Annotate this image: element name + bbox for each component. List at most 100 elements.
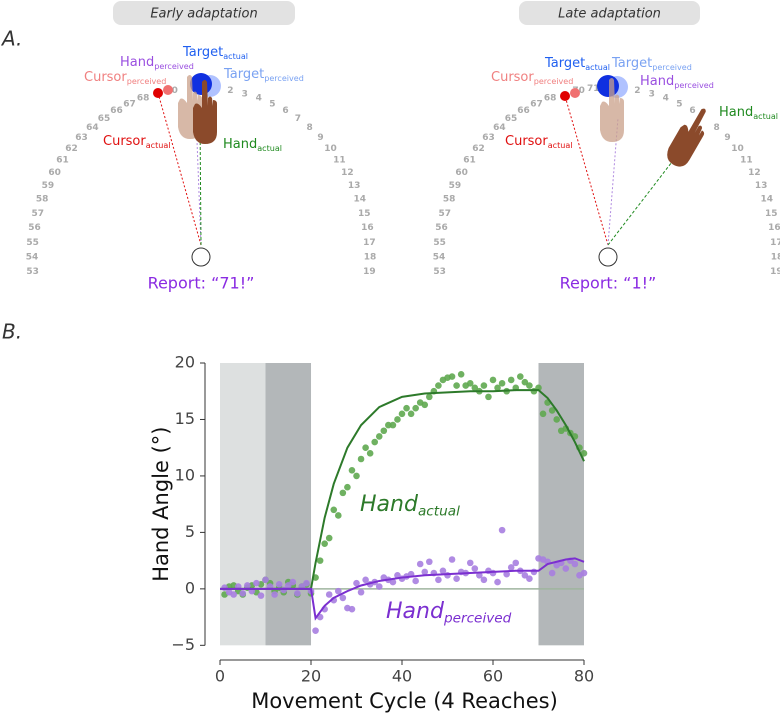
data-point	[389, 578, 397, 586]
data-point	[412, 404, 419, 412]
label-main: Hand	[386, 599, 445, 624]
label: Handactual	[223, 137, 282, 153]
data-point	[435, 382, 442, 389]
arc-number: 65	[505, 114, 518, 124]
arc-number: 5	[676, 99, 682, 109]
data-point	[407, 410, 415, 418]
arc-number: 2	[634, 86, 640, 96]
shaded-region	[265, 363, 312, 646]
data-point	[412, 577, 419, 585]
label-sub: actual	[585, 62, 610, 71]
arc-number: 71	[587, 84, 600, 94]
start-circle	[191, 247, 211, 267]
arc-number: 56	[435, 223, 448, 233]
arc-number: 60	[455, 168, 468, 178]
arc-number: 15	[765, 209, 778, 219]
data-point	[275, 581, 283, 588]
arc-number: 9	[724, 133, 730, 143]
data-point	[357, 588, 365, 596]
data-point	[466, 559, 474, 567]
arc-number: 19	[363, 267, 376, 277]
data-point	[335, 512, 342, 519]
data-point	[316, 557, 324, 564]
data-point	[530, 568, 538, 576]
data-point	[366, 450, 374, 457]
arc-number: 5	[269, 99, 275, 109]
arc-number: 60	[48, 168, 61, 178]
perceived-ray	[607, 117, 619, 246]
label-main: Target	[182, 45, 223, 60]
report: Report: “71!”	[148, 274, 255, 293]
hand-shape	[600, 78, 624, 142]
arc-number: 58	[36, 195, 49, 205]
data-point	[385, 421, 392, 429]
arc-number: 59	[449, 181, 462, 191]
data-point	[312, 627, 319, 634]
data-point	[375, 433, 383, 440]
y-tick-label: 5	[185, 522, 195, 541]
fit-line	[220, 389, 585, 590]
target-actual	[597, 75, 619, 97]
data-point	[371, 438, 379, 446]
hand-icon	[667, 108, 706, 167]
hand-shape	[193, 80, 217, 144]
arc-number: 9	[317, 133, 323, 143]
data-point	[339, 594, 347, 602]
arc-number: 66	[517, 106, 530, 116]
label-sub: perceived	[534, 76, 574, 85]
target-actual	[190, 73, 212, 95]
data-point	[466, 380, 474, 387]
y-axis-title: Hand Angle (°)	[149, 427, 173, 582]
label-main: Cursor	[505, 134, 548, 149]
arc-number: 11	[333, 156, 346, 166]
arc-number: 16	[361, 223, 374, 233]
label: Targetperceived	[611, 56, 692, 72]
arc-number: 11	[740, 156, 753, 166]
data-point	[526, 575, 533, 582]
arc-number: 18	[771, 253, 780, 263]
label-sub: perceived	[674, 80, 714, 89]
data-point	[353, 579, 360, 587]
y-tick-label: 10	[175, 465, 195, 484]
data-point	[389, 421, 397, 429]
data-point	[580, 450, 588, 457]
data-point	[480, 576, 488, 584]
label: Cursoractual	[505, 134, 573, 150]
arc-number: 4	[663, 94, 669, 104]
arc-number: 12	[748, 168, 761, 178]
data-point	[325, 534, 333, 542]
fit-line	[220, 557, 585, 621]
data-point	[348, 466, 356, 474]
data-point	[257, 592, 265, 599]
hand-icon	[193, 80, 217, 144]
data-point	[453, 575, 460, 582]
arc-number: 19	[770, 267, 780, 277]
arc-number: 67	[530, 99, 543, 109]
data-point	[539, 410, 547, 418]
data-point	[494, 578, 501, 586]
data-point	[421, 401, 429, 409]
label-main: Cursor	[491, 70, 534, 85]
arc-number: 8	[713, 123, 719, 133]
arc-number: 56	[28, 223, 41, 233]
label-sub: perceived	[127, 76, 167, 85]
data-point	[416, 560, 424, 568]
data-point	[471, 565, 479, 572]
label-sub: perceived	[443, 611, 512, 627]
arc-number: 6	[689, 106, 695, 116]
label: Handperceived	[386, 599, 512, 627]
data-point	[375, 583, 383, 590]
arc-number: 57	[438, 209, 451, 219]
data-point	[239, 590, 247, 597]
label: Cursoractual	[103, 134, 171, 150]
data-point	[426, 393, 433, 401]
data-point	[403, 404, 410, 412]
data-point	[453, 382, 460, 389]
arc-number: 17	[770, 238, 780, 248]
arc-number: 14	[354, 195, 367, 205]
arc-number: 63	[482, 133, 495, 143]
hand-icon	[600, 78, 624, 142]
label-main: Target	[611, 56, 652, 71]
data-point	[548, 569, 556, 577]
